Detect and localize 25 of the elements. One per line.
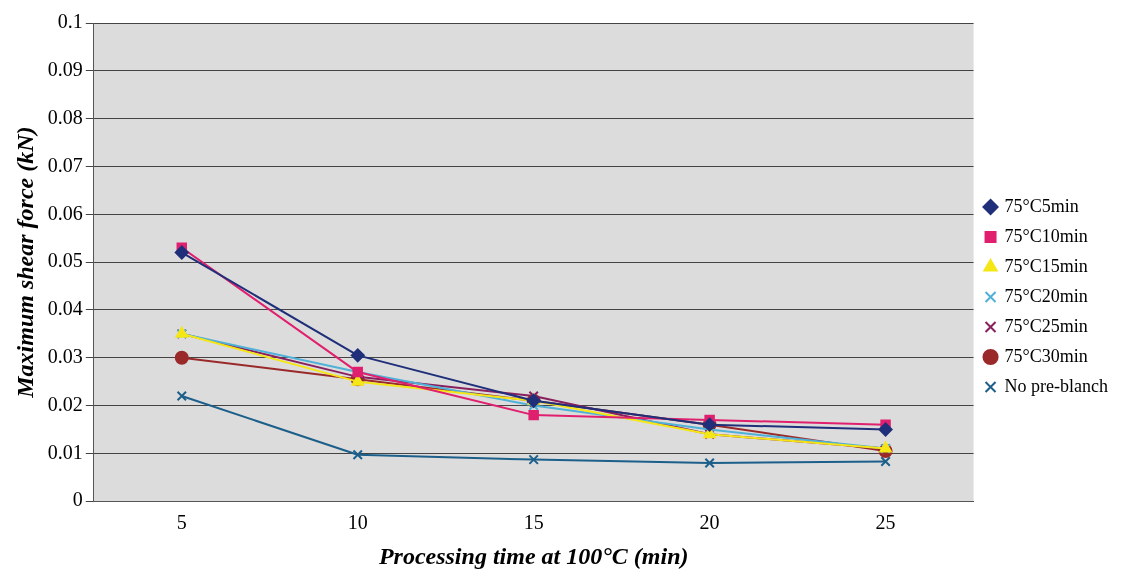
y-tick-label: 0.05 bbox=[47, 249, 83, 272]
x-axis-title: Processing time at 100°C (min) bbox=[377, 542, 689, 569]
legend-label: 75°C10min bbox=[1004, 225, 1088, 246]
x-tick-label: 15 bbox=[523, 511, 544, 534]
y-axis-title: Maximum shear force (kN) bbox=[11, 126, 38, 399]
y-tick-label: 0.09 bbox=[47, 58, 83, 81]
y-tick-label: 0.03 bbox=[47, 344, 83, 367]
legend-label: 75°C20min bbox=[1004, 285, 1088, 306]
x-tick-label: 20 bbox=[699, 511, 720, 534]
y-tick-label: 0.06 bbox=[47, 201, 83, 224]
legend-label: No pre-blanch bbox=[1004, 375, 1109, 396]
x-tick-label: 10 bbox=[347, 511, 368, 534]
y-tick-label: 0.01 bbox=[47, 440, 83, 463]
y-tick-label: 0.1 bbox=[57, 10, 83, 33]
legend-label: 75°C25min bbox=[1004, 315, 1088, 336]
legend-label: 75°C15min bbox=[1004, 255, 1088, 276]
y-tick-label: 0.08 bbox=[47, 105, 83, 128]
x-tick-label: 25 bbox=[875, 511, 896, 534]
legend-label: 75°C30min bbox=[1004, 345, 1088, 366]
x-tick-label: 5 bbox=[176, 511, 187, 534]
y-tick-label: 0.07 bbox=[47, 153, 83, 176]
y-tick-label: 0.04 bbox=[47, 297, 83, 320]
y-tick-label: 0 bbox=[72, 488, 83, 511]
y-tick-label: 0.02 bbox=[47, 392, 83, 415]
legend-label: 75°C5min bbox=[1004, 195, 1079, 216]
